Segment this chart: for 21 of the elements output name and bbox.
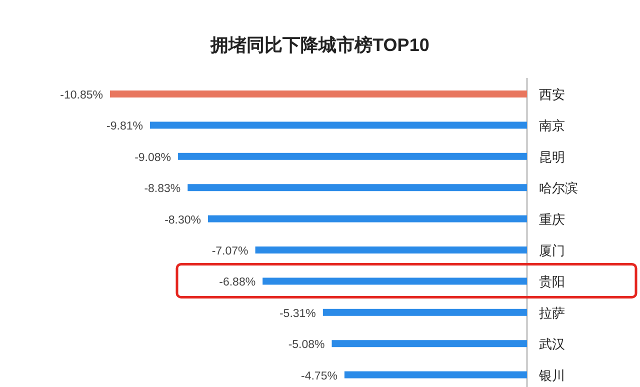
data-label: -4.75% bbox=[301, 370, 338, 382]
data-label: -7.07% bbox=[212, 246, 248, 258]
data-label: -8.83% bbox=[144, 183, 181, 196]
y-tick-label: 昆明 bbox=[539, 149, 565, 164]
y-tick-label: 贵阳 bbox=[539, 274, 565, 290]
data-label: -8.30% bbox=[164, 214, 202, 226]
y-tick-label: 拉萨 bbox=[539, 305, 565, 320]
data-label: -5.08% bbox=[288, 339, 325, 352]
data-label: -9.81% bbox=[106, 120, 143, 133]
data-label: -9.08% bbox=[134, 152, 172, 164]
y-tick-label: 哈尔滨 bbox=[539, 180, 578, 196]
y-tick-label: 重庆 bbox=[539, 212, 565, 227]
y-tick-label: 南京 bbox=[539, 118, 565, 134]
y-tick-label: 西安 bbox=[539, 87, 565, 102]
title: 拥堵同比下降城市榜TOP10 bbox=[210, 35, 430, 55]
data-label: -6.88% bbox=[219, 276, 256, 289]
data-label: -10.85% bbox=[60, 90, 103, 102]
y-tick-label: 银川 bbox=[538, 368, 565, 383]
y-tick-label: 厦门 bbox=[539, 243, 565, 258]
y-tick-label: 武汉 bbox=[539, 336, 565, 352]
data-label: -5.31% bbox=[279, 308, 316, 320]
